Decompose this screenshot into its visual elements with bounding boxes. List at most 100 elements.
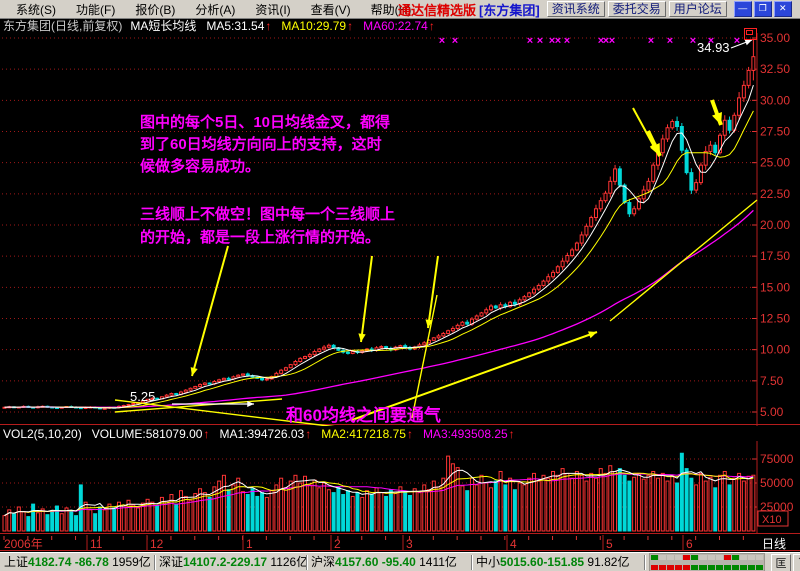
volume-bar xyxy=(613,470,618,532)
volume-bar xyxy=(732,477,737,532)
candle-body xyxy=(188,387,193,391)
up-arrow-icon: ↑ xyxy=(203,426,210,441)
candle-body xyxy=(164,394,169,398)
menu-bar: 系统(S) 功能(F) 报价(B) 分析(A) 资讯(I) 查看(V) 帮助(H) 通达信精… xyxy=(0,0,800,19)
index-segment-0[interactable]: 上证4182.74 -86.78 1959亿 xyxy=(0,555,155,570)
indicator-value-0: VOLUME:581079.00 xyxy=(91,426,203,441)
indicator-cell xyxy=(667,565,675,570)
volume-bar xyxy=(331,492,336,532)
menu-item-2[interactable]: 报价(B) xyxy=(135,2,176,17)
minimize-button[interactable]: — xyxy=(733,1,752,17)
broadcast-icon[interactable] xyxy=(793,553,800,571)
menu-item-1[interactable]: 功能(F) xyxy=(76,2,116,17)
indicator-cell xyxy=(739,565,747,570)
candle-body xyxy=(202,382,207,386)
market-heat-indicator xyxy=(649,553,765,571)
volume-bar xyxy=(565,472,570,532)
price-tick-label: 10.00 xyxy=(760,343,790,357)
index-segment-2[interactable]: 沪深4157.60 -95.40 1411亿 xyxy=(307,555,472,570)
menubar-right: 通达信精选版 [东方集团] 资讯系统 委托交易 用户论坛 — ❐ ✕ xyxy=(398,0,800,19)
volume-bar xyxy=(12,513,17,532)
candle-body xyxy=(574,242,579,251)
candle-body xyxy=(598,200,603,210)
indicator-cell xyxy=(747,565,756,570)
candle-body xyxy=(326,344,331,348)
volume-bar xyxy=(35,512,40,532)
index-value: 14107.2-229.17 xyxy=(183,555,268,569)
restore-button[interactable]: ❐ xyxy=(753,1,772,17)
status-bar: 上证4182.74 -86.78 1959亿 深证14107.2-229.17 1… xyxy=(0,552,800,571)
volume-bar xyxy=(589,472,594,532)
volume-bar xyxy=(2,515,7,532)
menu-item-4[interactable]: 资讯(I) xyxy=(255,2,291,17)
drawn-trendline xyxy=(114,399,346,429)
volume-bar xyxy=(164,500,169,532)
scale-label: X10 xyxy=(762,514,782,526)
candle-body xyxy=(145,398,150,402)
candle-body xyxy=(283,367,288,371)
candle-body xyxy=(198,384,203,387)
volume-tick-label: 25000 xyxy=(760,500,794,514)
volume-bar xyxy=(718,474,722,532)
market-monitor-icon[interactable]: 匡 xyxy=(771,553,791,571)
volume-bar xyxy=(59,513,64,532)
candle-body xyxy=(670,121,675,129)
close-button[interactable]: ✕ xyxy=(773,1,792,17)
menu-item-5[interactable]: 查看(V) xyxy=(310,2,351,17)
indicator-cell xyxy=(715,555,723,560)
volume-bar xyxy=(45,514,50,532)
volume-bar xyxy=(627,480,632,532)
volume-bar xyxy=(217,480,222,532)
candle-body xyxy=(589,217,594,227)
volume-bar xyxy=(26,516,31,532)
event-cross-icon: × xyxy=(690,35,696,47)
price-tick-label: 27.50 xyxy=(760,125,790,139)
menu-item-3[interactable]: 分析(A) xyxy=(195,2,236,17)
drawn-arrow-shaft xyxy=(191,245,229,377)
drawn-arrow-head xyxy=(650,143,660,156)
candle-body xyxy=(546,276,551,282)
candle-body xyxy=(431,337,436,341)
quick-button-0[interactable]: 资讯系统 xyxy=(546,1,605,17)
candle-body xyxy=(698,164,703,184)
volume-bar xyxy=(665,480,670,532)
period-label[interactable]: 日线 xyxy=(762,537,786,551)
volume-bar xyxy=(641,478,646,532)
drawn-arrow-shaft xyxy=(427,255,439,329)
drawn-trendline xyxy=(609,199,758,322)
volume-bar xyxy=(121,505,126,532)
volume-bar xyxy=(131,504,136,532)
ma5-line xyxy=(4,84,754,409)
quick-button-2[interactable]: 用户论坛 xyxy=(668,1,727,17)
vol-ma10-line xyxy=(4,472,754,517)
volume-bar xyxy=(684,468,689,532)
volume-tick-label: 50000 xyxy=(760,476,794,490)
volume-bar xyxy=(150,501,155,532)
candle-body xyxy=(694,182,699,191)
volume-bar xyxy=(560,468,565,532)
volume-bar xyxy=(450,463,455,532)
volume-bar xyxy=(455,467,460,532)
indicator-cell xyxy=(659,555,667,560)
candle-body xyxy=(446,330,451,334)
pane-restore-icon[interactable] xyxy=(744,28,757,40)
menu-item-6[interactable]: 帮助(H) xyxy=(370,2,412,17)
price-tick-label: 32.50 xyxy=(760,62,790,76)
event-cross-icon: × xyxy=(452,35,458,47)
volume-bar xyxy=(584,480,589,532)
volume-bar xyxy=(83,501,88,532)
candle-body xyxy=(422,342,427,346)
quick-button-1[interactable]: 委托交易 xyxy=(607,1,666,17)
menu-item-0[interactable]: 系统(S) xyxy=(16,2,56,17)
volume-bar xyxy=(274,484,279,532)
indicator-cell xyxy=(659,565,667,570)
indicator-cell xyxy=(691,565,699,570)
index-segment-3[interactable]: 中小5015.60-151.85 91.82亿 xyxy=(472,555,645,570)
candle-body xyxy=(322,346,327,350)
price-tick-label: 15.00 xyxy=(760,280,790,294)
candle-body xyxy=(737,97,742,116)
candle-body xyxy=(193,385,198,389)
index-segment-1[interactable]: 深证14107.2-229.17 1126亿 xyxy=(155,555,307,570)
